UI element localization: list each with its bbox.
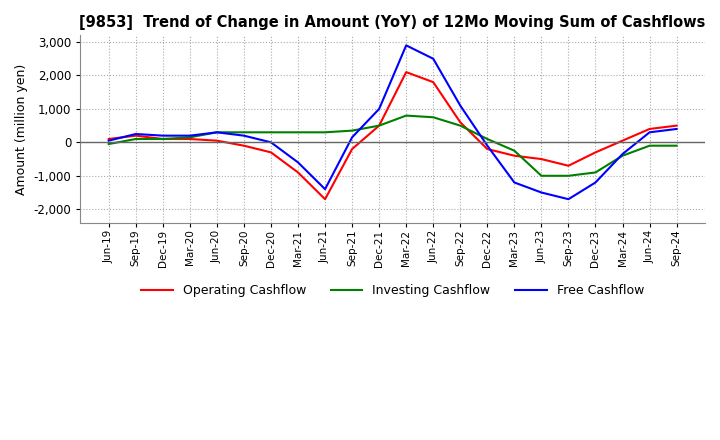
Operating Cashflow [456, 120, 464, 125]
Free Cashflow [212, 130, 221, 135]
Investing Cashflow [618, 153, 627, 158]
Operating Cashflow [591, 150, 600, 155]
Investing Cashflow [294, 130, 302, 135]
Investing Cashflow [456, 123, 464, 128]
Operating Cashflow [158, 136, 167, 142]
Investing Cashflow [402, 113, 410, 118]
Free Cashflow [158, 133, 167, 138]
Investing Cashflow [564, 173, 572, 179]
Operating Cashflow [672, 123, 681, 128]
Investing Cashflow [240, 130, 248, 135]
Investing Cashflow [104, 141, 113, 147]
Operating Cashflow [564, 163, 572, 169]
Free Cashflow [402, 43, 410, 48]
Free Cashflow [591, 180, 600, 185]
Operating Cashflow [294, 170, 302, 175]
Free Cashflow [186, 133, 194, 138]
Investing Cashflow [158, 136, 167, 142]
Investing Cashflow [266, 130, 275, 135]
Legend: Operating Cashflow, Investing Cashflow, Free Cashflow: Operating Cashflow, Investing Cashflow, … [136, 279, 649, 302]
Free Cashflow [104, 138, 113, 143]
Investing Cashflow [429, 115, 438, 120]
Operating Cashflow [132, 133, 140, 138]
Operating Cashflow [483, 147, 492, 152]
Operating Cashflow [266, 150, 275, 155]
Investing Cashflow [132, 136, 140, 142]
Line: Free Cashflow: Free Cashflow [109, 45, 677, 199]
Free Cashflow [375, 106, 384, 112]
Free Cashflow [132, 132, 140, 137]
Operating Cashflow [320, 197, 329, 202]
Free Cashflow [456, 103, 464, 108]
Investing Cashflow [186, 135, 194, 140]
Free Cashflow [240, 133, 248, 138]
Operating Cashflow [537, 157, 546, 162]
Free Cashflow [320, 187, 329, 192]
Investing Cashflow [645, 143, 654, 148]
Title: [9853]  Trend of Change in Amount (YoY) of 12Mo Moving Sum of Cashflows: [9853] Trend of Change in Amount (YoY) o… [79, 15, 706, 30]
Free Cashflow [266, 140, 275, 145]
Operating Cashflow [212, 138, 221, 143]
Free Cashflow [672, 126, 681, 132]
Free Cashflow [510, 180, 518, 185]
Free Cashflow [429, 56, 438, 62]
Operating Cashflow [348, 147, 356, 152]
Investing Cashflow [375, 123, 384, 128]
Free Cashflow [483, 143, 492, 148]
Operating Cashflow [645, 126, 654, 132]
Free Cashflow [537, 190, 546, 195]
Y-axis label: Amount (million yen): Amount (million yen) [15, 63, 28, 194]
Operating Cashflow [104, 136, 113, 142]
Free Cashflow [564, 197, 572, 202]
Free Cashflow [294, 160, 302, 165]
Operating Cashflow [186, 136, 194, 142]
Operating Cashflow [429, 80, 438, 85]
Investing Cashflow [212, 130, 221, 135]
Free Cashflow [645, 130, 654, 135]
Investing Cashflow [591, 170, 600, 175]
Operating Cashflow [618, 138, 627, 143]
Investing Cashflow [672, 143, 681, 148]
Operating Cashflow [240, 143, 248, 148]
Investing Cashflow [510, 148, 518, 154]
Free Cashflow [618, 151, 627, 157]
Operating Cashflow [402, 70, 410, 75]
Line: Investing Cashflow: Investing Cashflow [109, 116, 677, 176]
Investing Cashflow [320, 130, 329, 135]
Free Cashflow [348, 135, 356, 140]
Investing Cashflow [348, 128, 356, 133]
Line: Operating Cashflow: Operating Cashflow [109, 72, 677, 199]
Operating Cashflow [375, 123, 384, 128]
Operating Cashflow [510, 153, 518, 158]
Investing Cashflow [537, 173, 546, 179]
Investing Cashflow [483, 136, 492, 142]
